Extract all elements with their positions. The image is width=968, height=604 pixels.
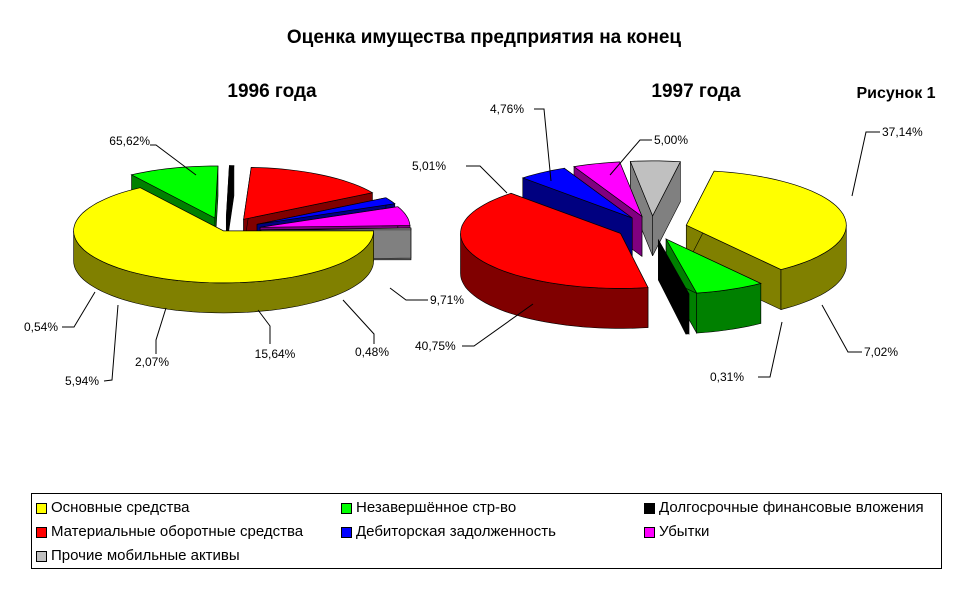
legend-swatch-current-assets bbox=[36, 526, 47, 538]
leader-line-fixed-assets bbox=[851, 131, 880, 197]
legend-swatch-long-term-investments bbox=[644, 502, 655, 514]
leader-line-construction bbox=[389, 287, 428, 301]
pie-1997: 37,14% 7,02% 0,31% 40,75% 5,01% 4,76% 5,00% bbox=[412, 102, 923, 384]
legend-item-receivables: Дебиторская задолженность bbox=[341, 522, 556, 542]
data-label-losses: 5,94% bbox=[65, 374, 99, 388]
pie-slice-long-term-investments bbox=[658, 238, 690, 336]
data-label-other-assets: 5,00% bbox=[654, 133, 688, 147]
leader-line-long-term-investments bbox=[758, 321, 783, 378]
figure-label: Рисунок 1 bbox=[856, 85, 935, 102]
legend-swatch-fixed-assets bbox=[36, 502, 47, 514]
pie-slice-long-term-investments bbox=[225, 165, 235, 248]
data-label-receivables: 2,07% bbox=[135, 355, 169, 369]
legend-swatch-losses bbox=[644, 526, 655, 538]
leader-line-fixed-assets bbox=[150, 144, 197, 176]
data-label-current-assets: 40,75% bbox=[415, 339, 456, 353]
data-label-construction: 9,71% bbox=[430, 293, 464, 307]
leader-line-current-assets bbox=[257, 309, 271, 344]
legend-swatch-construction bbox=[341, 502, 352, 514]
legend-item-current-assets: Материальные оборотные средства bbox=[36, 522, 303, 542]
legend-item-construction: Незавершённое стр-во bbox=[341, 498, 516, 518]
pie-slice-fixed-assets bbox=[73, 187, 374, 314]
leader-line-long-term-investments bbox=[342, 299, 375, 344]
legend-label-other-assets: Прочие мобильные активы bbox=[51, 547, 240, 564]
legend-swatch-other-assets bbox=[36, 550, 47, 562]
data-label-long-term-investments: 0,31% bbox=[710, 370, 744, 384]
leader-line-other-assets bbox=[609, 139, 652, 176]
leader-line-receivables bbox=[155, 307, 167, 354]
legend-swatch-receivables bbox=[341, 526, 352, 538]
data-label-current-assets: 15,64% bbox=[255, 347, 296, 361]
legend-label-losses: Убытки bbox=[659, 523, 710, 540]
leader-line-losses bbox=[534, 108, 552, 182]
pie-slice-fixed-assets bbox=[685, 170, 847, 311]
data-label-fixed-assets: 65,62% bbox=[109, 134, 150, 148]
legend-label-construction: Незавершённое стр-во bbox=[356, 499, 517, 516]
leader-line-current-assets bbox=[462, 303, 534, 347]
data-label-fixed-assets: 37,14% bbox=[882, 125, 923, 139]
pie-1996-title: 1996 года bbox=[227, 81, 317, 102]
pie-1996: 65,62% 9,71% 0,48% 15,64% 2,07% 5,94% 0,54% bbox=[24, 134, 464, 388]
data-label-construction: 7,02% bbox=[864, 345, 898, 359]
data-label-other-assets: 0,54% bbox=[24, 320, 58, 334]
legend-label-fixed-assets: Основные средства bbox=[51, 499, 190, 516]
legend-label-current-assets: Материальные оборотные средства bbox=[51, 523, 304, 540]
pie-1997-title: 1997 года bbox=[651, 81, 741, 102]
data-label-long-term-investments: 0,48% bbox=[355, 345, 389, 359]
pie-slice-current-assets bbox=[460, 192, 649, 329]
legend-label-receivables: Дебиторская задолженность bbox=[356, 523, 556, 540]
leader-line-construction bbox=[821, 304, 862, 353]
legend-item-other-assets: Прочие мобильные активы bbox=[36, 546, 240, 566]
legend-item-losses: Убытки bbox=[644, 522, 709, 542]
chart-title: Оценка имущества предприятия на конец bbox=[287, 27, 682, 48]
legend-item-long-term-investments: Долгосрочные финансовые вложения bbox=[644, 498, 924, 518]
data-label-losses: 4,76% bbox=[490, 102, 524, 116]
pies-layer: 65,62% 9,71% 0,48% 15,64% 2,07% 5,94% 0,54% 37,… bbox=[24, 102, 923, 388]
legend-item-fixed-assets: Основные средства bbox=[36, 498, 189, 518]
leader-line-losses bbox=[103, 304, 119, 382]
data-label-receivables: 5,01% bbox=[412, 159, 446, 173]
leader-line-receivables bbox=[466, 165, 508, 194]
chart-legend: Основные средства Незавершённое стр-во Д… bbox=[31, 493, 942, 569]
leader-line-other-assets bbox=[62, 291, 96, 328]
legend-label-long-term-investments: Долгосрочные финансовые вложения bbox=[659, 499, 924, 516]
